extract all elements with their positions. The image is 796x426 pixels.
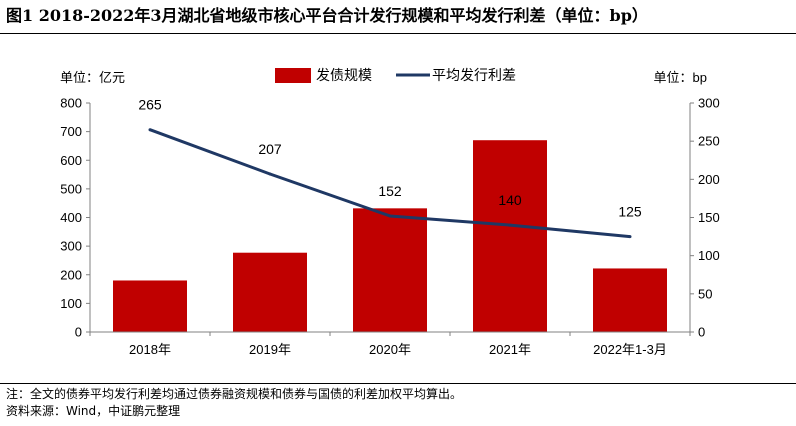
right-tick-label: 200 [698, 172, 720, 187]
right-tick-label: 250 [698, 134, 720, 149]
legend-line-label: 平均发行利差 [432, 67, 516, 83]
left-tick-label: 0 [75, 325, 82, 340]
line-point [508, 223, 512, 227]
legend-bar-swatch [275, 68, 311, 83]
right-tick-label: 100 [698, 248, 720, 263]
left-tick-label: 600 [60, 153, 82, 168]
data-label: 265 [138, 97, 162, 113]
source-note: 资料来源：Wind，中证鹏元整理 [6, 404, 181, 418]
line-point [388, 214, 392, 218]
footnote: 注：全文的债券平均发行利差均通过债券融资规模和债券与国债的利差加权平均算出。 [6, 387, 463, 401]
bar [113, 280, 187, 332]
bar [353, 208, 427, 332]
chart: 0 100 200 300 400 500 600 700 800 0 50 100 150 200 250… [60, 67, 720, 357]
right-tick-label: 50 [698, 286, 712, 301]
legend-bar-label: 发债规模 [316, 67, 372, 83]
left-tick-label: 400 [60, 210, 82, 225]
line-point [628, 235, 632, 239]
right-tick-label: 150 [698, 210, 720, 225]
left-tick-label: 500 [60, 181, 82, 196]
right-tick-label: 0 [698, 325, 705, 340]
x-tick-label: 2020年 [369, 342, 411, 357]
left-tick-label: 300 [60, 239, 82, 254]
right-axis-unit: 单位：bp [654, 70, 707, 85]
x-tick-label: 2021年 [489, 342, 531, 357]
data-label: 140 [498, 192, 522, 208]
data-label: 207 [258, 141, 282, 157]
left-tick-label: 700 [60, 124, 82, 139]
x-tick-label: 2022年1-3月 [593, 342, 667, 357]
chart-title: 图1 2018-2022年3月湖北省地级市核心平台合计发行规模和平均发行利差（单… [6, 6, 648, 25]
line-point [148, 128, 152, 132]
data-label: 152 [378, 183, 402, 199]
bar [233, 252, 307, 332]
bar [593, 268, 667, 332]
left-tick-label: 200 [60, 267, 82, 282]
bottom-rule [0, 383, 796, 384]
top-rule [0, 33, 796, 34]
right-tick-label: 300 [698, 96, 720, 111]
line-point [268, 172, 272, 176]
x-tick-label: 2018年 [129, 342, 171, 357]
bar [473, 140, 547, 332]
data-label: 125 [618, 204, 642, 220]
left-tick-label: 800 [60, 96, 82, 111]
x-tick-label: 2019年 [249, 342, 291, 357]
left-tick-label: 100 [60, 296, 82, 311]
left-axis-unit: 单位：亿元 [60, 70, 125, 85]
